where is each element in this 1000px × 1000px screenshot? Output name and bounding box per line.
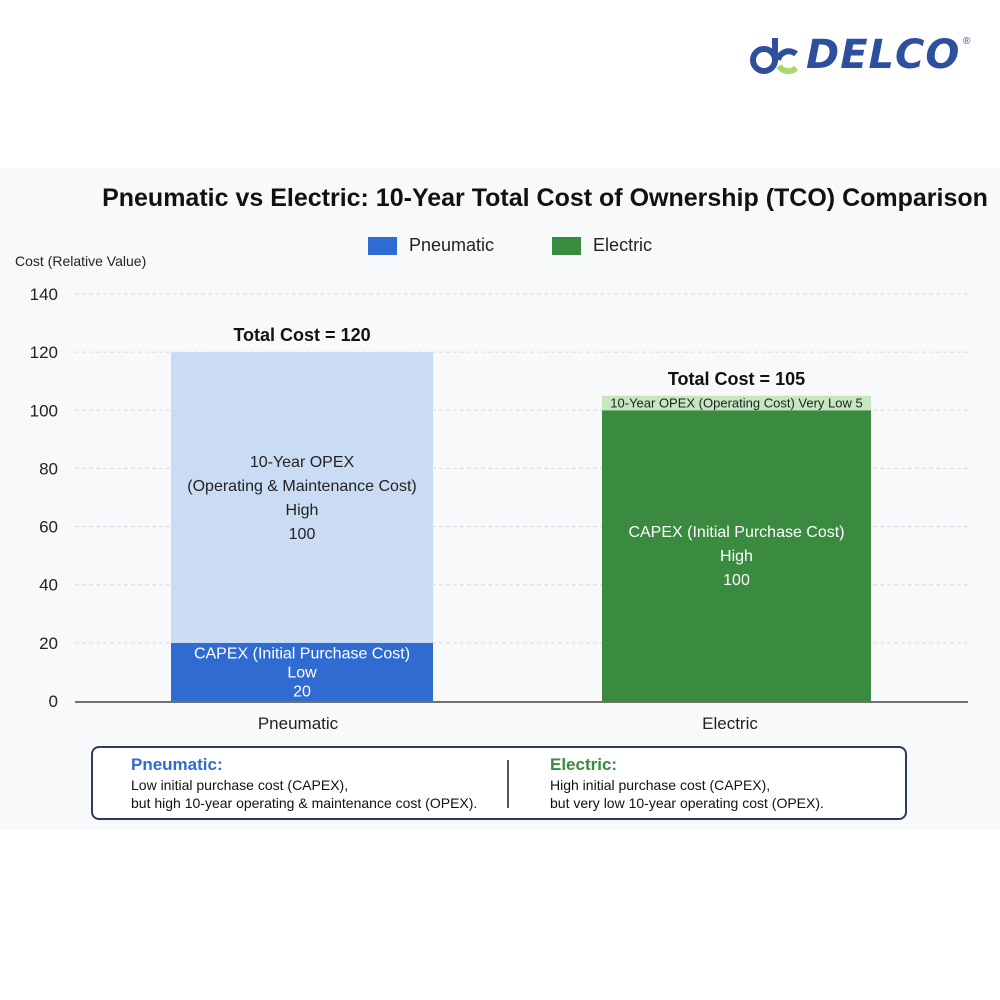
y-tick-label: 120 — [30, 343, 58, 362]
y-tick-label: 140 — [30, 285, 58, 304]
divider — [507, 760, 509, 808]
registered-mark: ® — [963, 36, 971, 47]
y-tick-label: 60 — [39, 518, 58, 537]
bar-segment-pneumatic-opex — [171, 352, 433, 643]
summary-line: High initial purchase cost (CAPEX), — [550, 777, 771, 793]
summary-box: Pneumatic: Low initial purchase cost (CA… — [91, 746, 907, 820]
segment-label: 20 — [293, 684, 311, 701]
summary-line: but high 10-year operating & maintenance… — [131, 795, 478, 811]
segment-label: (Operating & Maintenance Cost) — [187, 478, 416, 495]
legend-item-pneumatic: Pneumatic — [368, 235, 494, 256]
segment-label: 10-Year OPEX (Operating Cost) Very Low 5 — [610, 396, 862, 411]
x-tick-label: Electric — [702, 714, 758, 733]
legend-swatch-pneumatic — [368, 236, 397, 255]
bar-segment-electric-opex — [602, 395, 871, 411]
segment-label: High — [720, 548, 753, 565]
y-tick-label: 0 — [49, 692, 58, 711]
segment-label: Low — [287, 665, 317, 682]
legend: Pneumatic Electric — [368, 235, 652, 256]
chart-title: Pneumatic vs Electric: 10-Year Total Cos… — [102, 184, 988, 212]
delco-logo: DELCO ® — [748, 30, 970, 80]
segment-label: High — [286, 502, 319, 519]
bar-segment-pneumatic-capex — [171, 642, 433, 701]
summary-line: Low initial purchase cost (CAPEX), — [131, 777, 349, 793]
x-tick-label: Pneumatic — [258, 714, 339, 733]
delco-logo-mark-icon — [750, 38, 799, 75]
y-tick-label: 20 — [39, 634, 58, 653]
total-cost-label: Total Cost = 105 — [668, 369, 805, 389]
segment-label: CAPEX (Initial Purchase Cost) — [194, 646, 410, 663]
segment-label: 100 — [723, 572, 750, 589]
bar-segment-electric-capex — [602, 410, 871, 701]
legend-swatch-electric — [552, 236, 582, 255]
brand-name: DELCO — [806, 32, 961, 78]
segment-label: CAPEX (Initial Purchase Cost) — [628, 524, 844, 541]
segment-label: 10-Year OPEX — [250, 454, 355, 471]
segment-label: 100 — [289, 526, 316, 543]
y-tick-label: 40 — [39, 576, 58, 595]
summary-line: but very low 10-year operating cost (OPE… — [550, 795, 824, 811]
total-cost-label: Total Cost = 120 — [233, 325, 370, 345]
summary-electric: Electric: High initial purchase cost (CA… — [550, 756, 824, 812]
summary-heading: Pneumatic: — [131, 755, 223, 774]
y-tick-label: 100 — [30, 401, 58, 420]
legend-label: Pneumatic — [409, 235, 495, 255]
summary-pneumatic: Pneumatic: Low initial purchase cost (CA… — [131, 756, 477, 812]
legend-item-electric: Electric — [552, 235, 652, 256]
summary-heading: Electric: — [550, 755, 618, 774]
y-tick-label: 80 — [39, 459, 58, 478]
legend-label: Electric — [593, 235, 653, 255]
y-axis-label: Cost (Relative Value) — [15, 253, 147, 269]
